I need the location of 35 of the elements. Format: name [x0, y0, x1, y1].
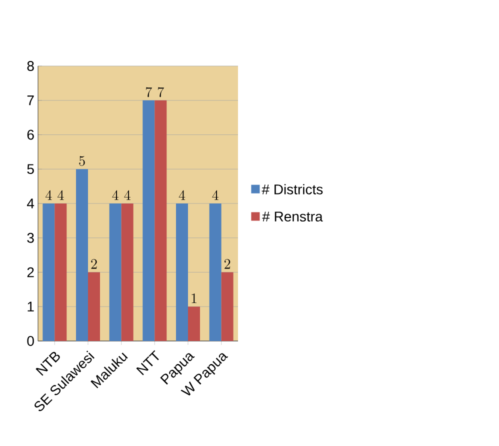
bar — [121, 203, 134, 341]
data-label: 7 — [158, 87, 164, 98]
y-tick-label: 7 — [27, 96, 34, 106]
y-tick-label: 8 — [27, 61, 34, 71]
data-label: 5 — [79, 156, 85, 166]
bar — [76, 169, 88, 341]
y-tick-label: 2 — [27, 267, 34, 278]
bar — [221, 272, 234, 341]
bar — [109, 203, 122, 341]
y-tick-label: 4 — [26, 198, 34, 208]
bar — [188, 306, 200, 341]
bar — [88, 272, 100, 341]
bar — [42, 203, 55, 341]
bar — [209, 203, 222, 341]
legend-label: # Districts — [262, 184, 323, 194]
data-label: 4 — [124, 190, 130, 200]
y-tick-label: 1 — [28, 302, 34, 312]
data-label: 1 — [192, 294, 196, 304]
data-label: 4 — [46, 190, 52, 200]
data-label: 4 — [112, 190, 118, 200]
data-label: 4 — [212, 190, 218, 200]
data-label: 4 — [178, 190, 186, 200]
bar — [54, 203, 67, 341]
bar — [176, 203, 188, 341]
y-tick-label: 6 — [27, 130, 34, 140]
data-label: 7 — [146, 87, 152, 98]
data-label: 2 — [224, 259, 230, 269]
y-tick-label: 3 — [27, 232, 34, 243]
legend-label: # Renstra — [262, 212, 323, 222]
bar — [154, 100, 167, 341]
bar — [142, 100, 155, 341]
y-tick-label: 5 — [27, 164, 34, 174]
data-label: 4 — [58, 190, 64, 200]
data-label: 2 — [91, 259, 97, 269]
y-tick-label: 0 — [27, 336, 34, 346]
